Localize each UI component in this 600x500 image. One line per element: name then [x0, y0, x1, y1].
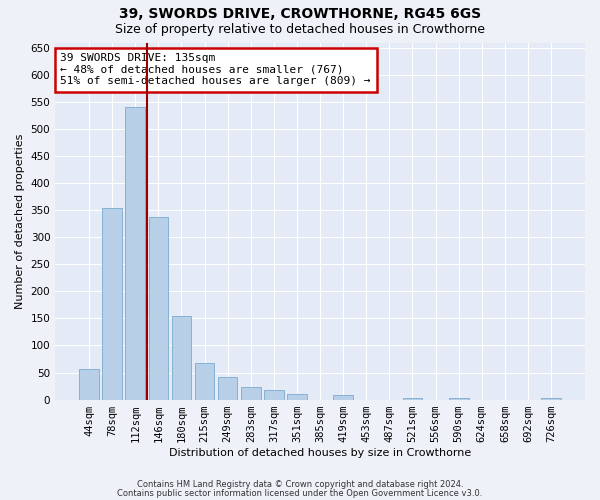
X-axis label: Distribution of detached houses by size in Crowthorne: Distribution of detached houses by size … — [169, 448, 471, 458]
Bar — [264, 390, 284, 400]
Bar — [172, 316, 191, 400]
Bar — [125, 108, 145, 400]
Text: Size of property relative to detached houses in Crowthorne: Size of property relative to detached ho… — [115, 22, 485, 36]
Bar — [149, 218, 168, 400]
Text: 39, SWORDS DRIVE, CROWTHORNE, RG45 6GS: 39, SWORDS DRIVE, CROWTHORNE, RG45 6GS — [119, 8, 481, 22]
Bar — [403, 398, 422, 400]
Bar — [287, 394, 307, 400]
Bar — [195, 363, 214, 400]
Bar — [79, 368, 99, 400]
Bar — [541, 398, 561, 400]
Y-axis label: Number of detached properties: Number of detached properties — [15, 134, 25, 308]
Bar — [334, 396, 353, 400]
Text: Contains public sector information licensed under the Open Government Licence v3: Contains public sector information licen… — [118, 489, 482, 498]
Text: 39 SWORDS DRIVE: 135sqm
← 48% of detached houses are smaller (767)
51% of semi-d: 39 SWORDS DRIVE: 135sqm ← 48% of detache… — [61, 53, 371, 86]
Bar — [449, 398, 469, 400]
Text: Contains HM Land Registry data © Crown copyright and database right 2024.: Contains HM Land Registry data © Crown c… — [137, 480, 463, 489]
Bar — [218, 377, 238, 400]
Bar — [241, 386, 260, 400]
Bar — [103, 208, 122, 400]
